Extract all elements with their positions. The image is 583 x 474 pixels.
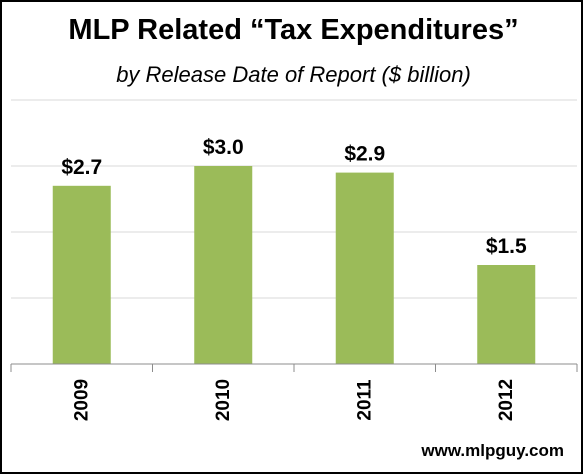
bar-series bbox=[52, 166, 536, 364]
data-labels: $2.7 $3.0 $2.9 $1.5 bbox=[61, 136, 527, 258]
x-tick-label: 2009 bbox=[71, 379, 92, 421]
x-tick-label: 2011 bbox=[354, 379, 375, 421]
bar bbox=[52, 185, 111, 364]
source-credit: www.mlpguy.com bbox=[421, 441, 564, 460]
data-label: $2.7 bbox=[61, 156, 102, 179]
data-label: $3.0 bbox=[203, 136, 244, 159]
bar bbox=[194, 166, 253, 364]
x-tick-label: 2010 bbox=[213, 379, 234, 421]
data-label: $2.9 bbox=[344, 143, 385, 166]
bar bbox=[335, 172, 394, 364]
bar bbox=[477, 265, 536, 364]
chart-subtitle: by Release Date of Report ($ billion) bbox=[116, 62, 471, 87]
x-axis: 2009 2010 2011 2012 bbox=[10, 363, 578, 421]
data-label: $1.5 bbox=[486, 235, 527, 258]
chart-title: MLP Related “Tax Expenditures” bbox=[68, 14, 519, 46]
x-tick-label: 2012 bbox=[496, 379, 517, 421]
